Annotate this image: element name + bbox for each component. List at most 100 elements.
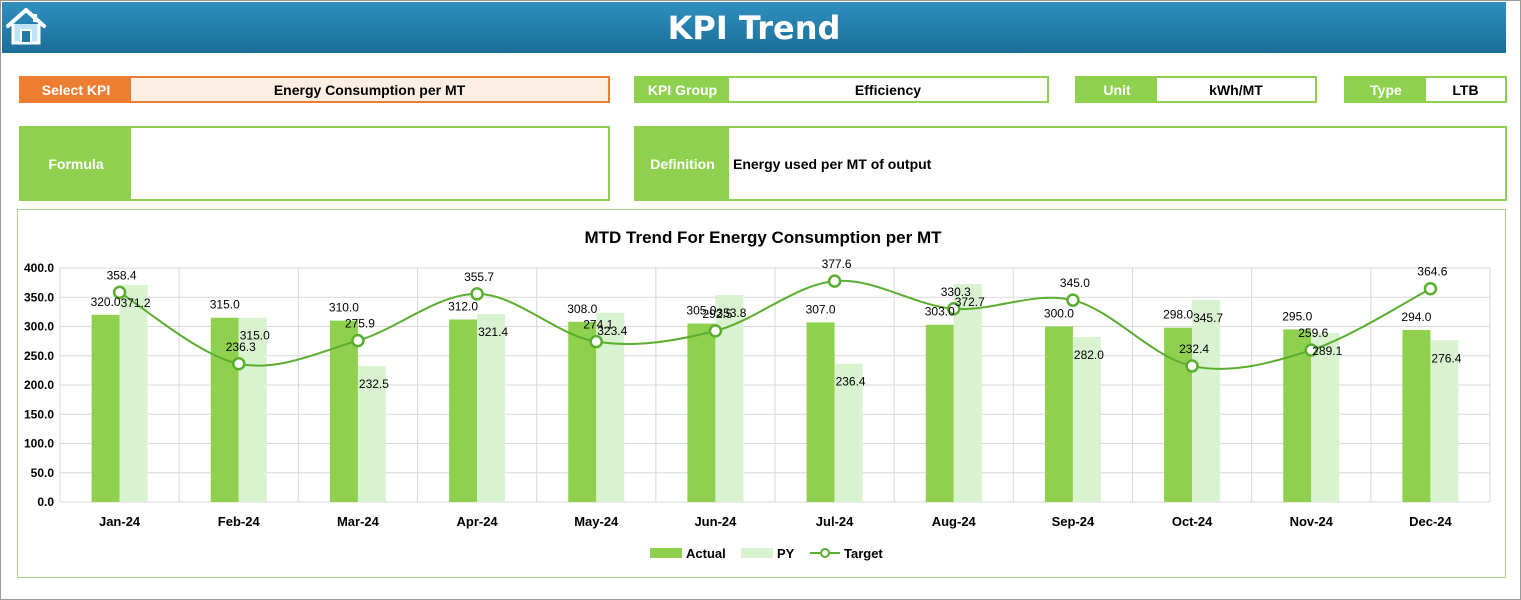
formula-label: Formula — [21, 128, 131, 199]
py-bar — [477, 313, 506, 502]
actual-bar — [568, 321, 597, 502]
definition-value: Energy used per MT of output — [729, 128, 1505, 199]
actual-data-label: 295.0 — [1282, 309, 1312, 323]
x-tick-label: Jul-24 — [816, 514, 854, 529]
actual-data-label: 307.0 — [806, 302, 836, 316]
unit-label: Unit — [1077, 78, 1157, 101]
target-data-label: 345.0 — [1060, 276, 1090, 290]
definition-label: Definition — [636, 128, 729, 199]
x-tick-label: Aug-24 — [932, 514, 977, 529]
y-tick-label: 100.0 — [24, 437, 54, 451]
target-data-label: 292.5 — [702, 307, 732, 321]
py-data-label: 353.8 — [716, 306, 746, 320]
py-data-label: 371.2 — [121, 296, 151, 310]
target-point — [351, 333, 365, 348]
select-kpi-dropdown[interactable]: Energy Consumption per MT — [131, 78, 608, 101]
legend-py-label: PY — [777, 546, 795, 561]
actual-data-label: 303.0 — [925, 305, 955, 319]
legend-actual-swatch — [650, 548, 682, 558]
actual-data-label: 310.0 — [329, 301, 359, 315]
target-point — [1304, 343, 1318, 357]
x-tick-label: Sep-24 — [1052, 514, 1095, 529]
target-data-label: 364.6 — [1417, 265, 1447, 279]
target-point — [1066, 293, 1080, 307]
x-tick-label: Apr-24 — [456, 514, 498, 529]
target-data-label: 377.6 — [822, 257, 852, 271]
type-label: Type — [1346, 78, 1426, 101]
target-point — [1185, 359, 1199, 373]
type-field: Type LTB — [1344, 76, 1507, 103]
unit-field: Unit kWh/MT — [1075, 76, 1317, 103]
unit-value: kWh/MT — [1157, 78, 1315, 101]
py-data-label: 282.0 — [1074, 348, 1104, 362]
y-tick-label: 300.0 — [24, 320, 54, 334]
kpi-trend-chart: MTD Trend For Energy Consumption per MT 4… — [24, 228, 1491, 561]
py-data-label: 315.0 — [240, 329, 270, 343]
actual-bar — [329, 320, 358, 502]
actual-bar — [91, 314, 120, 502]
actual-bar — [210, 317, 239, 502]
py-bar — [238, 317, 267, 502]
py-bar — [953, 283, 982, 502]
py-bar — [1192, 299, 1221, 502]
formula-field: Formula — [19, 126, 610, 201]
target-line — [119, 279, 1431, 370]
x-tick-label: Mar-24 — [337, 514, 380, 529]
py-data-label: 372.7 — [955, 295, 985, 309]
kpi-group-field: KPI Group Efficiency — [634, 76, 1049, 103]
py-data-label: 345.7 — [1193, 311, 1223, 325]
legend-actual-label: Actual — [686, 546, 726, 561]
target-data-label: 274.1 — [583, 318, 613, 332]
py-data-label: 236.4 — [836, 375, 866, 389]
actual-data-label: 312.0 — [448, 299, 478, 313]
target-data-label: 355.7 — [464, 270, 494, 284]
actual-data-label: 320.0 — [91, 295, 121, 309]
kpi-group-value: Efficiency — [729, 78, 1047, 101]
py-data-label: 276.4 — [1431, 351, 1461, 365]
formula-value — [131, 128, 608, 199]
legend-py-swatch — [741, 548, 773, 558]
py-data-label: 323.4 — [597, 324, 627, 338]
target-point — [947, 302, 961, 316]
actual-data-label: 298.0 — [1163, 308, 1193, 322]
target-point — [470, 287, 484, 301]
page-title: KPI Trend — [667, 9, 841, 47]
target-data-label: 358.4 — [107, 268, 137, 282]
chart-area: MTD Trend For Energy Consumption per MT 4… — [17, 209, 1506, 578]
header-bar: KPI Trend — [2, 2, 1506, 53]
actual-data-label: 300.0 — [1044, 307, 1074, 321]
actual-data-label: 305.0 — [686, 304, 716, 318]
legend-target-marker — [820, 548, 830, 558]
y-tick-label: 250.0 — [24, 349, 54, 363]
py-bar — [1072, 337, 1101, 502]
py-data-label: 289.1 — [1312, 344, 1342, 358]
y-tick-label: 0.0 — [37, 495, 54, 509]
target-point — [589, 334, 603, 349]
py-bar — [1311, 332, 1340, 502]
target-point — [1423, 281, 1438, 296]
x-tick-label: Nov-24 — [1290, 514, 1334, 529]
x-tick-label: Dec-24 — [1409, 514, 1452, 529]
home-icon[interactable] — [4, 6, 48, 46]
chart-title: MTD Trend For Energy Consumption per MT — [585, 228, 943, 247]
py-bar — [834, 363, 863, 502]
actual-data-label: 294.0 — [1401, 310, 1431, 324]
py-bar — [1430, 340, 1459, 502]
actual-data-label: 315.0 — [210, 298, 240, 312]
target-data-label: 275.9 — [345, 317, 375, 331]
py-data-label: 321.4 — [478, 325, 508, 339]
y-tick-label: 400.0 — [24, 261, 54, 275]
x-tick-label: May-24 — [574, 514, 619, 529]
target-point — [827, 274, 842, 288]
actual-bar — [1402, 330, 1431, 502]
actual-bar — [449, 319, 478, 502]
py-bar — [119, 284, 148, 502]
definition-field: Definition Energy used per MT of output — [634, 126, 1507, 201]
py-data-label: 232.5 — [359, 377, 389, 391]
select-kpi-field[interactable]: Select KPI Energy Consumption per MT — [19, 76, 610, 103]
select-kpi-label: Select KPI — [21, 78, 131, 101]
actual-data-label: 308.0 — [567, 302, 597, 316]
type-value: LTB — [1426, 78, 1505, 101]
y-tick-label: 150.0 — [24, 407, 54, 421]
